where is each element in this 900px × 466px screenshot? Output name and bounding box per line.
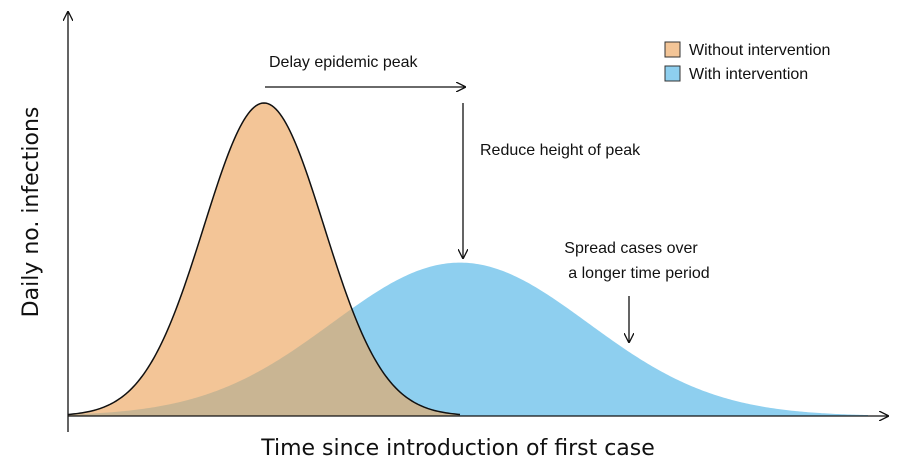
series-overlap-area [68,262,460,416]
x-axis-title: Time since introduction of first case [260,436,655,461]
series-line-without-intervention [67,102,461,416]
legend-swatch-with-intervention [664,65,681,82]
legend-label-with-intervention: With intervention [689,66,808,83]
annotation-delay-peak: Delay epidemic peak [269,54,419,71]
annotation-reduce-peak: Reduce height of peak [480,142,641,159]
y-axis-title: Daily no. infections [19,107,44,318]
legend-label-without-intervention: Without intervention [689,42,830,59]
legend: Without intervention With intervention [664,41,830,83]
legend-swatch-without-intervention [664,41,681,58]
annotation-spread-line2: a longer time period [568,265,709,282]
annotation-spread-line1: Spread cases over [564,240,698,257]
